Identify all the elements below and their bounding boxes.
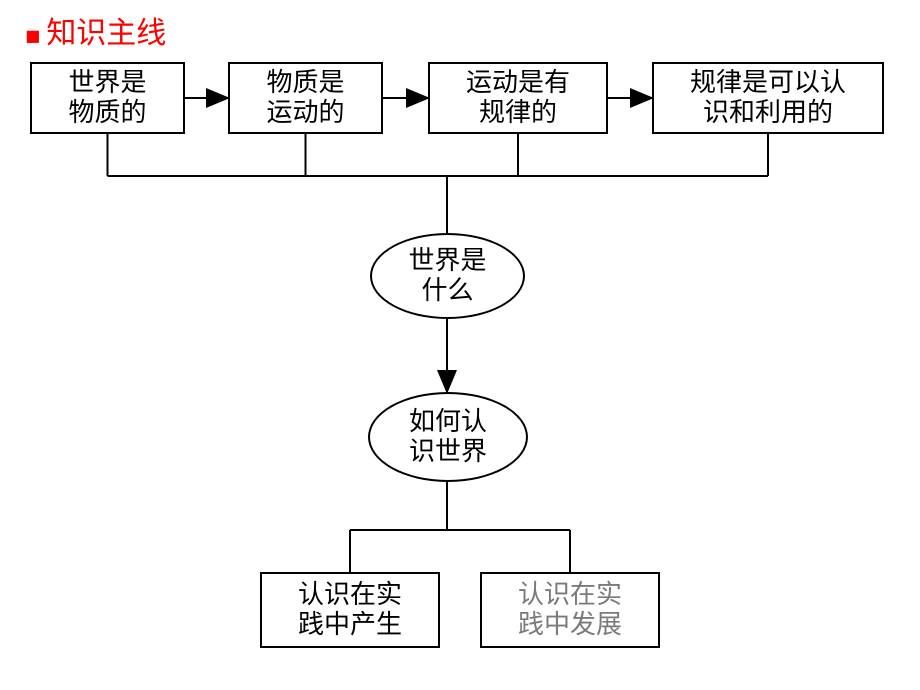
node-motion-law: 运动是有规律的 [428,62,608,134]
node-how-know-world: 如何认识世界 [368,392,528,482]
node-knowledge-from-practice: 认识在实践中产生 [260,572,440,648]
node-world-material: 世界是物质的 [30,62,185,134]
node-material-motion: 物质是运动的 [228,62,383,134]
node-law-usable: 规律是可以认识和利用的 [652,62,884,134]
node-what-is-world: 世界是什么 [370,233,525,319]
title-text: 知识主线 [46,17,166,50]
diamond-icon: ◆ [18,21,49,52]
node-knowledge-develops: 认识在实践中发展 [480,572,660,648]
page-title: ◆知识主线 [25,8,166,52]
